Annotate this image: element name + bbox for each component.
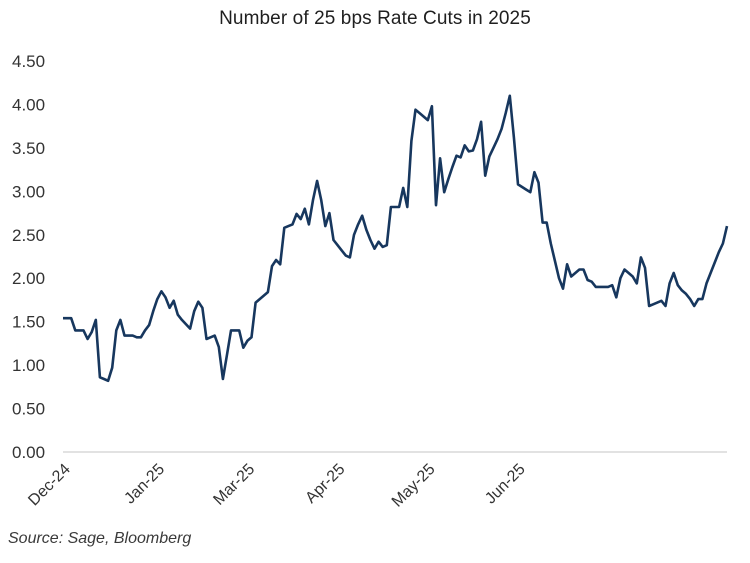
y-tick-label: 3.50 [12,139,45,158]
y-tick-label: 1.50 [12,313,45,332]
x-tick-label: Dec-24 [25,461,74,510]
x-tick-label: Apr-25 [302,461,348,507]
y-tick-label: 2.00 [12,269,45,288]
y-tick-label: 0.50 [12,400,45,419]
y-tick-label: 1.00 [12,356,45,375]
x-tick-label: Jan-25 [121,461,168,508]
chart-title: Number of 25 bps Rate Cuts in 2025 [219,8,531,29]
y-axis: 0.00 0.50 1.00 1.50 2.00 2.50 3.00 3.50 4.00 4.50 [12,52,45,462]
y-tick-label: 2.50 [12,226,45,245]
x-tick-label: Jun-25 [482,461,529,508]
source-note: Source: Sage, Bloomberg [8,530,192,547]
series-layer [63,94,729,383]
x-tick-label: Mar-25 [210,461,258,509]
y-tick-label: 0.00 [12,443,45,462]
series-line [63,94,729,383]
y-tick-label: 3.00 [12,182,45,201]
x-axis: Dec-24 Jan-25 Mar-25 Apr-25 May-25 Jun-25 [25,461,529,511]
x-tick-label: May-25 [389,461,439,511]
y-tick-label: 4.50 [12,52,45,71]
y-tick-label: 4.00 [12,95,45,114]
